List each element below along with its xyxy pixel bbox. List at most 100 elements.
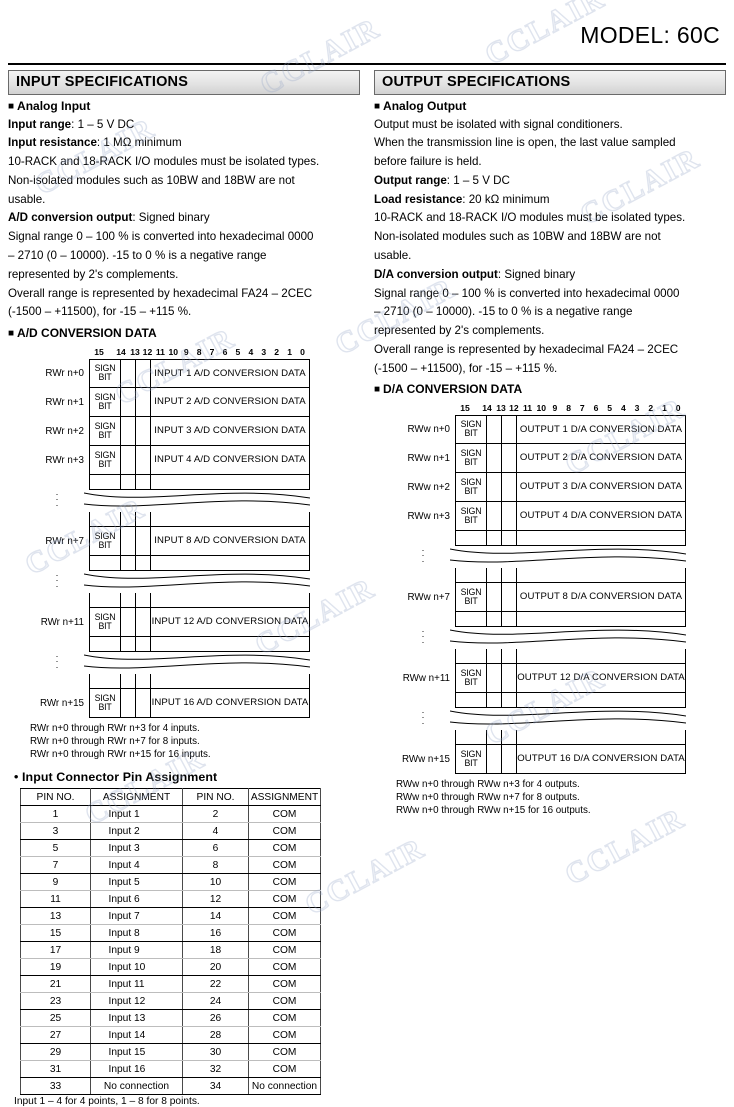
table-cell: 23 [20, 992, 91, 1011]
bit-cell [486, 729, 501, 745]
ad-conversion-note: (-1500 – +11500), for -15 – +115 %. [8, 305, 192, 319]
conversion-data-cell [516, 729, 686, 745]
table-cell: 34 [182, 1077, 249, 1096]
bullet-square-icon: ■ [374, 101, 381, 113]
bit-cell [486, 692, 501, 708]
sign-bit-cell: SIGN BIT [455, 582, 486, 612]
sign-bit-cell [455, 611, 486, 627]
register-label: RWw n+2 [407, 481, 450, 493]
bit-cell [135, 416, 150, 446]
bit-label: 12 [509, 402, 519, 413]
bit-label: 1 [662, 402, 667, 413]
bit-cell [486, 611, 501, 627]
bit-cell [135, 673, 150, 689]
bit-label: 0 [675, 402, 681, 413]
conversion-data-cell: OUTPUT 12 D/A CONVERSION DATA [516, 663, 686, 693]
register-label: RWr n+3 [45, 454, 84, 466]
conversion-data-cell [516, 648, 686, 664]
sign-bit-cell: SIGN BIT [455, 414, 486, 444]
vertical-ellipsis: ... [421, 542, 425, 564]
bit-cell [135, 555, 150, 571]
diagram-break: ... [396, 625, 686, 649]
datasheet-page: CCLAIR CCLAIR CCLAIR CCLAIR CCLAIR CCLAI… [8, 0, 726, 1107]
bit-cell [501, 663, 516, 693]
register-label [396, 612, 455, 627]
da-diagram-notes: RWw n+0 through RWw n+3 for 4 outputs. R… [396, 778, 726, 818]
ad-register-rows: RWr n+0 SIGN BIT INPUT 1 A/D CONVERSION DAT… [30, 358, 310, 718]
conversion-data-cell: OUTPUT 2 D/A CONVERSION DATA [516, 443, 686, 473]
table-row: 19 Input 10 20 COM [20, 958, 321, 977]
bit-cell [135, 387, 150, 417]
input-note-line: Non-isolated modules such as 10BW and 18… [8, 173, 295, 187]
table-cell: Input 3 [90, 839, 183, 858]
table-row: 21 Input 11 22 COM [20, 975, 321, 994]
bit-cell [501, 744, 516, 774]
bit-label: 11 [155, 346, 165, 357]
bit-label: 2 [274, 346, 280, 357]
bullet-square-icon: ■ [8, 328, 15, 340]
table-row: 7 Input 4 8 COM [20, 856, 321, 875]
pin-table-note: Input 1 – 4 for 4 points, 1 – 8 for 8 po… [14, 1096, 200, 1107]
conversion-data-cell: INPUT 2 A/D CONVERSION DATA [150, 387, 310, 417]
ad-diagram-note: RWr n+0 through RWr n+3 for 4 inputs. [30, 722, 200, 734]
bit-cell [120, 416, 135, 446]
register-label: RWr n+15 [39, 697, 84, 709]
conversion-data-cell [150, 673, 310, 689]
bit-cell [120, 358, 135, 388]
bit-scale: 15 14 13 12 11 10 9 8 7 6 5 4 3 2 1 0 [30, 347, 310, 359]
bit-label: 12 [142, 346, 153, 357]
register-label [30, 593, 89, 608]
bit-cell [120, 555, 135, 571]
conversion-data-cell: INPUT 1 A/D CONVERSION DATA [150, 358, 310, 388]
bit-cell [486, 648, 501, 664]
bit-cell [120, 387, 135, 417]
table-row: 5 Input 3 6 COM [20, 839, 321, 858]
bit-label: 4 [248, 346, 254, 357]
bit-label: 15 [460, 402, 470, 413]
table-cell: 26 [182, 1009, 249, 1028]
table-cell: COM [248, 839, 321, 858]
table-cell: COM [248, 1043, 321, 1062]
table-cell: Input 7 [90, 907, 183, 926]
table-cell: COM [248, 822, 321, 841]
register-label [396, 649, 455, 664]
conversion-data-cell [150, 636, 310, 652]
table-row: 3 Input 2 4 COM [20, 822, 321, 841]
da-conversion-note: (-1500 – +11500), for -15 – +115 %. [374, 361, 558, 375]
conversion-data-cell [516, 530, 686, 546]
table-cell: Input 11 [90, 975, 183, 994]
bit-cell [501, 567, 516, 583]
table-cell: Input 9 [90, 941, 183, 960]
da-register-diagram: 15 14 13 12 11 10 9 8 7 6 5 4 3 2 1 0 RWw n+0 SIGN BIT OUT… [396, 403, 686, 774]
conversion-data-cell: OUTPUT 4 D/A CONVERSION DATA [516, 501, 686, 531]
register-label: RWr n+0 [45, 367, 84, 379]
ad-diagram-note: RWr n+0 through RWr n+15 for 16 inputs. [30, 749, 211, 761]
table-cell: Input 5 [90, 873, 183, 892]
bit-label: 7 [209, 346, 215, 357]
input-section-header: INPUT SPECIFICATIONS [8, 70, 360, 96]
conversion-data-cell: OUTPUT 3 D/A CONVERSION DATA [516, 472, 686, 502]
bit-cell [135, 636, 150, 652]
conversion-data-cell: INPUT 12 A/D CONVERSION DATA [150, 607, 310, 637]
conversion-data-cell [150, 555, 310, 571]
table-cell: Input 1 [90, 805, 183, 824]
ad-conversion-note: Signal range 0 – 100 % is converted into… [8, 230, 314, 244]
sign-bit-cell [455, 692, 486, 708]
bit-label: 10 [536, 402, 546, 413]
sign-bit-cell: SIGN BIT [89, 526, 120, 556]
table-cell: 14 [182, 907, 249, 926]
table-cell: COM [248, 975, 321, 994]
conversion-data-cell: OUTPUT 16 D/A CONVERSION DATA [516, 744, 686, 774]
bit-label: 9 [183, 346, 189, 357]
table-cell: No connection [248, 1077, 321, 1096]
sign-bit-cell: SIGN BIT [455, 663, 486, 693]
table-column-header: ASSIGNMENT [248, 788, 321, 807]
sign-bit-cell [89, 673, 120, 689]
table-column-header: PIN NO. [182, 788, 249, 807]
ad-conversion-note: – 2710 (0 – 10000). -15 to 0 % is a nega… [8, 248, 267, 262]
da-conversion-note: represented by 2's complements. [374, 324, 545, 338]
sign-bit-cell [89, 592, 120, 608]
conversion-data-cell: INPUT 3 A/D CONVERSION DATA [150, 416, 310, 446]
bit-label: 6 [593, 402, 599, 413]
table-cell: Input 12 [90, 992, 183, 1011]
